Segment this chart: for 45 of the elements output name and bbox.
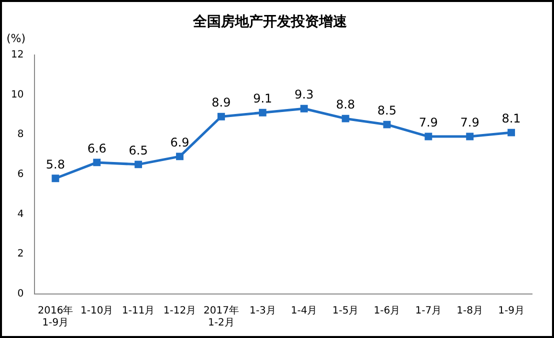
- point: [258, 108, 266, 116]
- x-tick-label: 1-7月: [415, 306, 442, 317]
- x-tick-label: 1-5月: [332, 306, 359, 317]
- point: [176, 152, 184, 160]
- data-label: 7.9: [418, 116, 438, 130]
- data-label: 6.5: [128, 144, 148, 158]
- point: [52, 174, 60, 182]
- x-tick-label: 1-11月: [122, 306, 155, 317]
- x-tick-label: 1-3月: [249, 306, 276, 317]
- data-label: 8.1: [502, 112, 521, 126]
- x-tick-label: 1-9月: [498, 306, 524, 317]
- x-tick-label: 1-8月: [456, 306, 484, 317]
- data-label: 7.9: [460, 116, 480, 130]
- data-label: 9.1: [253, 92, 272, 106]
- chart-title: 全国房地产开发投资增速: [192, 13, 348, 30]
- point: [383, 120, 391, 128]
- point: [342, 114, 350, 122]
- point: [300, 104, 308, 112]
- y-tick-label: 0: [17, 288, 24, 300]
- x-tick-label: 1-12月: [163, 306, 196, 317]
- point: [508, 128, 516, 136]
- y-tick-label: 2: [17, 248, 24, 260]
- x-tick-label: 1-10月: [80, 306, 114, 317]
- y-axis-title: (%): [6, 32, 26, 46]
- x-tick-label: 2016年 1-9月: [38, 304, 74, 329]
- data-label: 9.3: [294, 88, 314, 102]
- data-label: 8.5: [377, 104, 397, 118]
- y-tick-label: 4: [17, 208, 24, 220]
- point: [134, 160, 142, 168]
- data-label: 8.8: [336, 98, 356, 112]
- point: [424, 132, 432, 140]
- data-label: 5.8: [46, 158, 65, 172]
- point: [466, 132, 474, 140]
- y-tick-label: 6: [17, 168, 24, 180]
- y-tick-label: 8: [17, 129, 24, 140]
- x-tick-label: 1-4月: [290, 306, 318, 317]
- x-tick-label: 2017年 1-2月: [203, 304, 239, 329]
- data-label: 6.6: [87, 142, 106, 156]
- point: [93, 158, 101, 166]
- y-tick-label: 10: [10, 89, 24, 100]
- x-tick-label: 1-6月: [374, 306, 400, 317]
- y-tick-label: 12: [10, 49, 24, 60]
- point: [217, 112, 225, 120]
- data-label: 8.9: [212, 96, 231, 110]
- data-label: 6.9: [170, 136, 190, 150]
